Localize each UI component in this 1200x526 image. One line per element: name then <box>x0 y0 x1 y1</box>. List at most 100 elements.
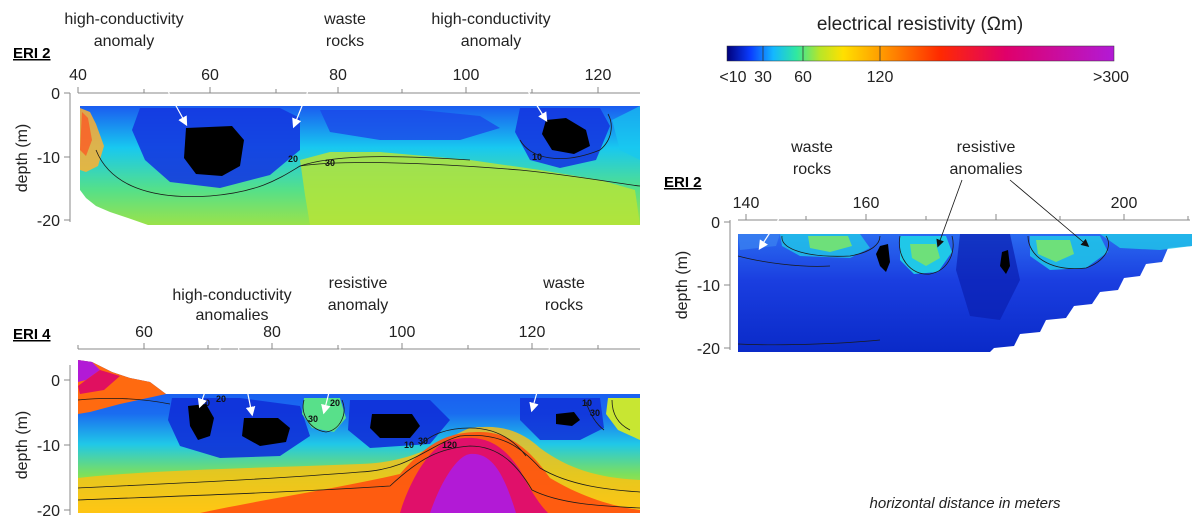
y-tick-label: -10 <box>37 150 60 167</box>
annotation-text: anomaly <box>328 297 388 314</box>
x-tick-label: 160 <box>853 195 880 212</box>
x-tick-label: 100 <box>389 324 416 341</box>
panel-label: ERI 4 <box>13 326 51 343</box>
moderate-zone <box>910 244 940 266</box>
contour-line <box>77 445 641 509</box>
annotation-text: anomalies <box>196 307 269 324</box>
y-axis-label: depth (m) <box>14 124 31 192</box>
x-tick-label: 80 <box>263 324 281 341</box>
annotation-text: anomaly <box>461 33 521 50</box>
annotation-arrow <box>505 55 548 123</box>
contour-label: 30 <box>325 158 335 168</box>
contour-line <box>898 235 954 275</box>
annotation-arrow <box>936 179 963 248</box>
resistive-zone <box>80 112 92 156</box>
annotation-arrow <box>197 325 229 409</box>
contour-label: 10 <box>532 152 542 162</box>
colorbar-bar <box>726 45 1115 62</box>
moderate-zone <box>1036 240 1074 262</box>
contour-line <box>737 339 881 346</box>
panel-eri2-top: ERI 2 40 60 80 100 120 0 -10 -20 depth (… <box>13 11 641 230</box>
annotation-arrow <box>529 317 559 413</box>
y-tick-label: -20 <box>697 341 720 358</box>
contour-label: 20 <box>330 398 340 408</box>
contour-label: 20 <box>288 154 298 164</box>
y-tick-label: 0 <box>711 215 720 232</box>
panel-eri2-right: ERI 2 140 160 200 0 -10 -20 depth (m) <box>664 139 1192 358</box>
contour-line <box>77 397 171 405</box>
x-tick-marks <box>77 343 599 349</box>
resistive-zone <box>606 398 640 440</box>
y-tick-label: -20 <box>37 213 60 230</box>
high-conductivity-anomaly <box>370 414 420 438</box>
annotation-text: rocks <box>545 297 583 314</box>
annotation-text: resistive <box>329 275 388 292</box>
y-tick-marks <box>64 379 70 511</box>
y-axis-label: depth (m) <box>14 411 31 479</box>
x-tick-label: 80 <box>329 67 347 84</box>
annotation-text: rocks <box>326 33 364 50</box>
x-tick-marks <box>77 87 599 93</box>
y-tick-label: 0 <box>51 373 60 390</box>
annotation-text: high-conductivity <box>172 287 291 304</box>
high-conductivity-anomaly <box>876 244 890 272</box>
colorbar-tick-label: <10 <box>719 69 746 86</box>
x-tick-label: 140 <box>733 195 760 212</box>
annotation-text: high-conductivity <box>431 11 550 28</box>
annotation-text: rocks <box>793 161 831 178</box>
contour-line <box>95 149 471 198</box>
contour-label: 30 <box>418 436 428 446</box>
annotation-text: anomaly <box>94 33 154 50</box>
annotation-text: anomalies <box>950 161 1023 178</box>
y-axis-label: depth (m) <box>674 251 691 319</box>
colorbar-tick-label: >300 <box>1093 69 1129 86</box>
x-tick-label: 120 <box>519 324 546 341</box>
x-tick-label: 200 <box>1111 195 1138 212</box>
annotation-arrow <box>321 317 349 415</box>
x-tick-label: 100 <box>453 67 480 84</box>
conductive-zone <box>320 110 500 140</box>
colorbar-tick-label: 30 <box>754 69 772 86</box>
panel-label: ERI 2 <box>13 45 51 62</box>
panel-label: ERI 2 <box>664 174 702 191</box>
contour-line <box>781 235 881 257</box>
high-conductivity-anomaly <box>556 412 580 426</box>
y-tick-marks <box>724 221 730 349</box>
resistive-zone <box>430 453 516 513</box>
x-tick-label: 60 <box>201 67 219 84</box>
x-tick-label: 60 <box>135 324 153 341</box>
panel-eri4: ERI 4 60 80 100 120 0 -10 -20 depth (m) <box>13 275 641 520</box>
annotation-text: high-conductivity <box>64 11 183 28</box>
annotation-arrow <box>292 55 323 129</box>
high-conductivity-anomaly <box>1000 250 1010 274</box>
colorbar-title: electrical resistivity (Ωm) <box>817 14 1023 35</box>
annotation-text: waste <box>790 139 833 156</box>
contour-line <box>77 434 641 493</box>
high-conductivity-anomaly <box>242 418 290 446</box>
contour-label: 20 <box>216 394 226 404</box>
contour-line <box>611 399 631 431</box>
contour-label: 30 <box>308 414 318 424</box>
contour-line <box>585 401 605 431</box>
resistive-zone <box>300 152 640 225</box>
colorbar: electrical resistivity (Ωm) <10 30 60 12… <box>719 14 1129 86</box>
annotation-arrow <box>1009 179 1090 248</box>
contour-line <box>302 399 345 433</box>
contour-line <box>419 427 527 457</box>
y-tick-label: -20 <box>37 503 60 520</box>
x-axis-caption: horizontal distance in meters <box>870 495 1061 512</box>
annotation-arrow <box>233 325 256 417</box>
contour-line <box>1027 235 1109 270</box>
annotation-text: waste <box>323 11 366 28</box>
high-conductivity-anomaly <box>188 404 214 440</box>
contour-line <box>299 162 641 187</box>
y-tick-label: 0 <box>51 86 60 103</box>
moderate-zone <box>612 106 640 160</box>
colorbar-tick-label: 120 <box>867 69 894 86</box>
moderate-zone <box>1100 234 1192 250</box>
annotation-text: waste <box>542 275 585 292</box>
resistive-zone <box>78 370 120 394</box>
contour-line <box>519 113 612 159</box>
